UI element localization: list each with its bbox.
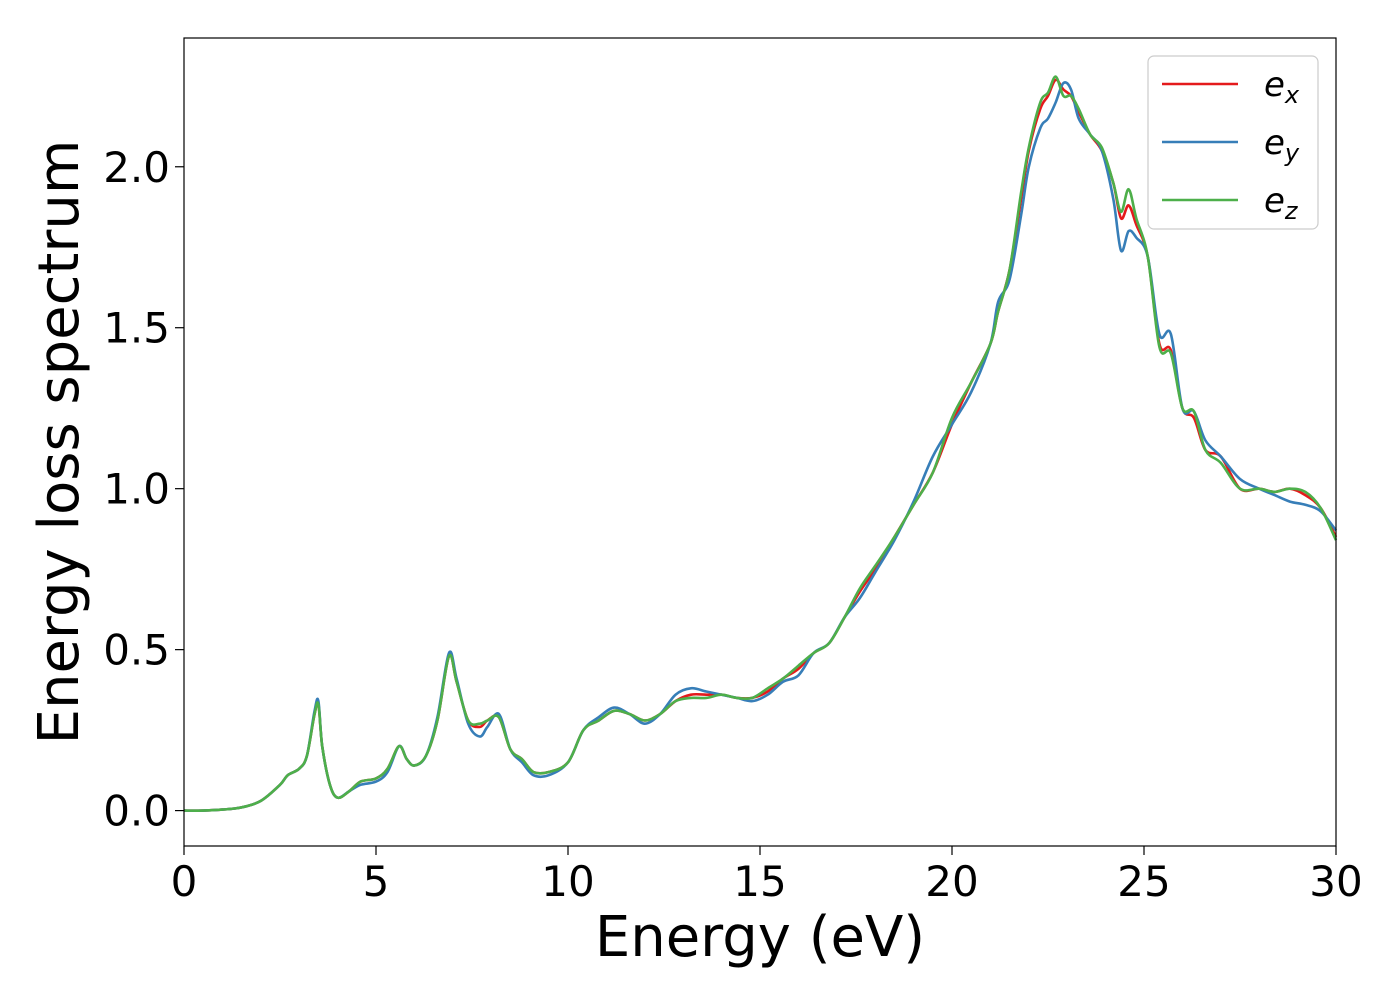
x-tick-label: 25 <box>1117 857 1170 906</box>
legend-label-ey: ey <box>1264 123 1300 167</box>
series-line-ez <box>183 75 1338 812</box>
x-axis-title: Energy (eV) <box>595 905 925 970</box>
x-tick-label: 5 <box>363 857 390 906</box>
y-tick-label: 2.0 <box>103 143 170 192</box>
y-tick-label: 0.5 <box>103 626 170 675</box>
x-tick-label: 15 <box>733 857 786 906</box>
x-tick-label: 20 <box>925 857 978 906</box>
x-tick-label: 10 <box>541 857 594 906</box>
legend-label-ex: ex <box>1264 65 1300 109</box>
y-tick-label: 0.0 <box>103 787 170 836</box>
y-tick-label: 1.5 <box>103 304 170 353</box>
y-axis: 0.0 0.5 1.0 1.5 2.0 <box>103 143 184 836</box>
series-line-ey <box>183 81 1338 812</box>
x-tick-label: 0 <box>171 857 198 906</box>
y-tick-label: 1.0 <box>103 465 170 514</box>
x-axis: 0 5 10 15 20 25 30 <box>171 846 1363 906</box>
x-tick-label: 30 <box>1309 857 1362 906</box>
series-layer <box>183 75 1338 812</box>
y-axis-title: Energy loss spectrum <box>27 140 92 745</box>
